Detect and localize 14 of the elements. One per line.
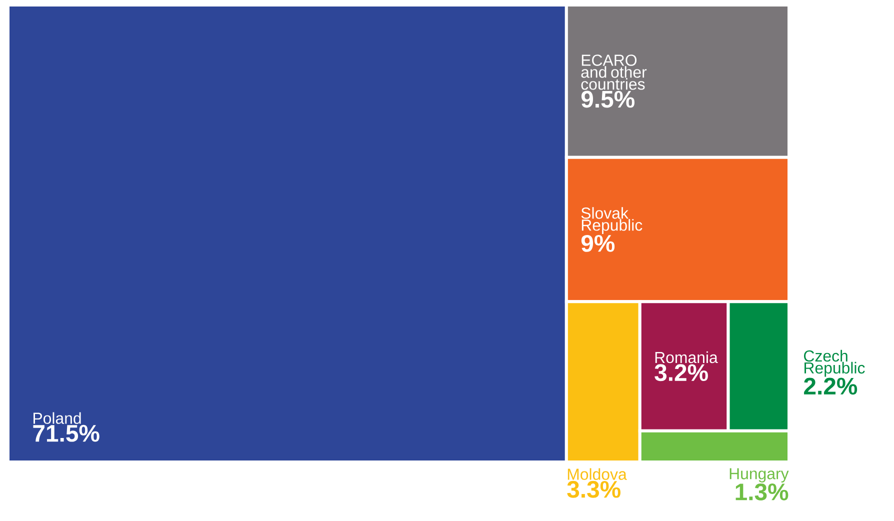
data-label: 3.3% (567, 480, 620, 498)
data-label: 9.5% (581, 90, 634, 108)
category-label: Hungary (730, 468, 789, 482)
data-label: 2.2% (804, 378, 858, 395)
category-label: Slovak Republic (581, 207, 642, 234)
data-label: 9% (581, 234, 615, 252)
data-label: 1.3% (736, 483, 788, 500)
data-label: 3.2% (654, 364, 708, 382)
category-label: Czech Republic (804, 350, 865, 377)
category-label: Poland (34, 412, 81, 424)
data-label: 71.5% (33, 424, 100, 442)
category-label: Romania (655, 351, 718, 364)
category-label: Moldova (568, 468, 627, 480)
category-label: ECARO and other countries (581, 54, 647, 90)
